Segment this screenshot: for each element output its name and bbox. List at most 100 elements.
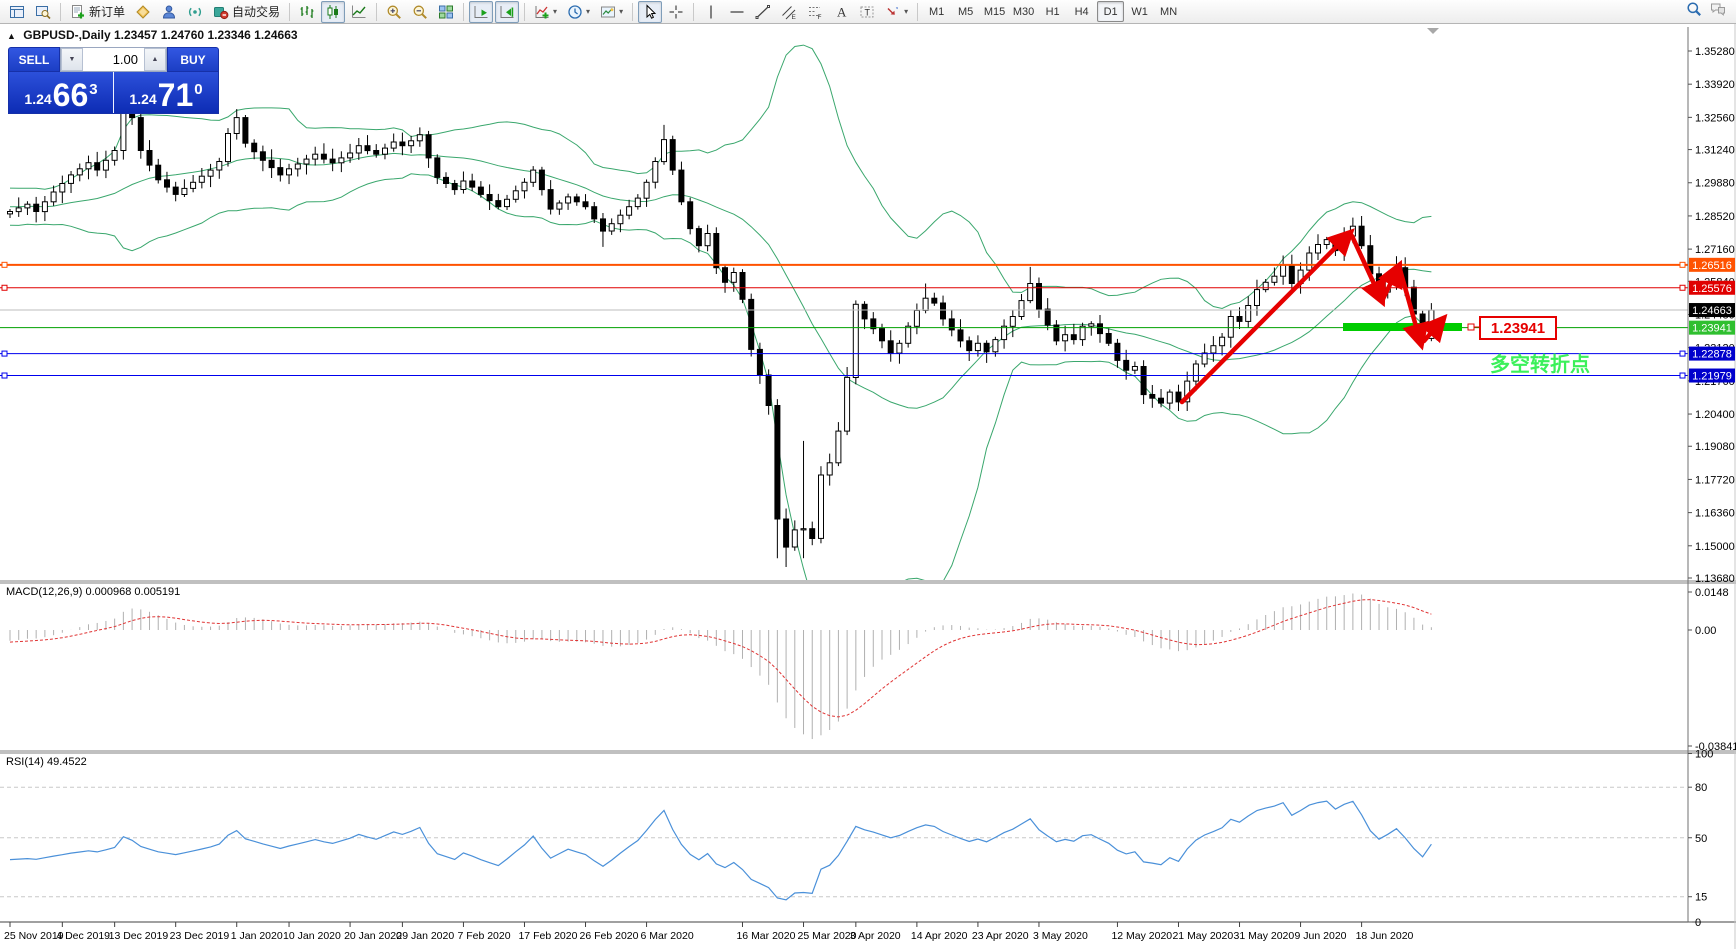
rsi-label: RSI(14) 49.4522 — [6, 756, 87, 768]
svg-text:1.23941: 1.23941 — [1491, 320, 1545, 337]
svg-text:1.16360: 1.16360 — [1695, 508, 1735, 520]
timeframe-m1-button[interactable]: M1 — [928, 5, 945, 18]
new-order-button[interactable]: 新订单 — [66, 1, 129, 23]
label-button[interactable]: T — [855, 1, 879, 23]
vertical-line-button[interactable] — [699, 1, 723, 23]
line-chart-button[interactable] — [347, 1, 371, 23]
svg-text:1.31240: 1.31240 — [1695, 145, 1735, 157]
timeframe-m15-button[interactable]: M15 — [983, 5, 1006, 18]
templates-button[interactable]: ▾ — [596, 1, 627, 23]
macd-label: MACD(12,26,9) 0.000968 0.005191 — [6, 586, 180, 598]
sell-price-display[interactable]: 1.24 66 3 — [9, 72, 114, 113]
trendline-button[interactable] — [751, 1, 775, 23]
svg-text:20 Jan 2020: 20 Jan 2020 — [344, 930, 402, 942]
metaeditor-button[interactable] — [131, 1, 155, 23]
profiles-button[interactable] — [31, 1, 55, 23]
signals-button[interactable] — [157, 1, 181, 23]
svg-text:-0.038415: -0.038415 — [1695, 741, 1736, 753]
volume-input[interactable]: 1.00 — [83, 48, 144, 71]
new-order-icon — [70, 4, 86, 20]
crosshair-icon — [668, 4, 684, 20]
timeframe-h4-button[interactable]: H4 — [1074, 5, 1089, 18]
svg-text:F: F — [818, 14, 822, 20]
toolbar-separator — [463, 2, 465, 21]
tile-windows-icon — [438, 4, 454, 20]
news-icon — [187, 4, 203, 20]
annotations[interactable]: 1.23941 多空转折点 — [1179, 28, 1590, 405]
new-order-button-label: 新订单 — [89, 5, 126, 19]
tile-windows-button[interactable] — [434, 1, 458, 23]
price-tags: 1.26516 1.25576 1.24663 1.23941 1.22878 1.219… — [1689, 257, 1735, 383]
svg-text:1.28520: 1.28520 — [1695, 211, 1735, 223]
timeframe-m30-button[interactable]: M30 — [1012, 5, 1035, 18]
fibonacci-button[interactable]: F — [803, 1, 827, 23]
timeframe-m5-button[interactable]: M5 — [957, 5, 974, 18]
buy-price-sup: 0 — [194, 81, 203, 98]
timeframe-d1-button[interactable]: D1 — [1097, 1, 1125, 22]
svg-text:31 May 2020: 31 May 2020 — [1234, 930, 1295, 942]
toolbar-separator — [376, 2, 378, 21]
svg-text:1.24663: 1.24663 — [1692, 305, 1732, 317]
bar-chart-button[interactable] — [295, 1, 319, 23]
indicators-button[interactable]: ▾ — [530, 1, 561, 23]
channel-button[interactable]: E — [777, 1, 801, 23]
chat-icon[interactable] — [1710, 1, 1726, 22]
volume-increase-button[interactable]: ▲ — [144, 48, 166, 71]
buy-button[interactable]: BUY — [167, 47, 219, 72]
timeframe-mn-button[interactable]: MN — [1160, 5, 1178, 18]
svg-text:21 May 2020: 21 May 2020 — [1172, 930, 1233, 942]
svg-text:1.19080: 1.19080 — [1695, 441, 1735, 453]
symbol-period-label: GBPUSD-,Daily — [23, 28, 111, 42]
metaeditor-icon — [135, 4, 151, 20]
svg-text:1.26516: 1.26516 — [1692, 260, 1732, 272]
periods-button[interactable]: ▾ — [563, 1, 594, 23]
candlestick-chart-button[interactable] — [321, 0, 346, 23]
sell-price-prefix: 1.24 — [24, 91, 52, 107]
charts-window-button[interactable] — [5, 1, 29, 23]
text-button[interactable]: A — [829, 1, 853, 23]
svg-text:0.0148: 0.0148 — [1695, 587, 1729, 599]
svg-text:1.13680: 1.13680 — [1695, 573, 1735, 585]
macd-pane — [9, 593, 1432, 740]
zoom-out-button[interactable] — [408, 1, 432, 23]
svg-text:100: 100 — [1695, 749, 1713, 761]
profiles-icon — [35, 4, 51, 20]
zoom-in-icon — [386, 4, 402, 20]
buy-price-display[interactable]: 1.24 71 0 — [114, 72, 218, 113]
sell-price-big: 66 — [52, 77, 89, 114]
arrows-icon — [885, 4, 901, 20]
svg-text:T: T — [865, 7, 871, 17]
collapse-panel-icon[interactable]: ▲ — [7, 31, 16, 41]
zoom-in-button[interactable] — [382, 1, 406, 23]
svg-text:E: E — [792, 14, 797, 20]
timeframe-w1-button[interactable]: W1 — [1131, 5, 1148, 18]
ohlc-open: 1.23457 — [113, 28, 158, 42]
crosshair-button[interactable] — [664, 1, 688, 23]
svg-text:23 Dec 2019: 23 Dec 2019 — [170, 930, 230, 942]
news-button[interactable] — [183, 1, 207, 23]
timeframe-h1-button[interactable]: H1 — [1045, 5, 1060, 18]
candles-layer — [7, 74, 1435, 567]
svg-text:3 Apr 2020: 3 Apr 2020 — [850, 930, 901, 942]
svg-text:18 Jun 2020: 18 Jun 2020 — [1356, 930, 1414, 942]
svg-text:1.15000: 1.15000 — [1695, 541, 1735, 553]
chart-shift-button[interactable] — [495, 0, 520, 23]
sell-button[interactable]: SELL — [8, 47, 60, 72]
cursor-button[interactable] — [638, 0, 663, 23]
buy-price-prefix: 1.24 — [129, 91, 157, 107]
svg-text:1.33920: 1.33920 — [1695, 79, 1735, 91]
arrows-button[interactable]: ▾ — [881, 1, 912, 23]
svg-text:MACD(12,26,9) 0.000968 0.00519: MACD(12,26,9) 0.000968 0.005191 — [6, 586, 180, 598]
indicators-icon — [534, 4, 550, 20]
autoscroll-button[interactable] — [469, 0, 494, 23]
autotrading-button[interactable]: 自动交易 — [209, 1, 284, 23]
buy-price-big: 71 — [157, 77, 194, 114]
volume-decrease-button[interactable]: ▼ — [61, 48, 83, 71]
search-icon[interactable] — [1686, 1, 1702, 22]
svg-text:6 Mar 2020: 6 Mar 2020 — [641, 930, 694, 942]
toolbar-separator — [693, 2, 695, 21]
horizontal-line-button[interactable] — [725, 1, 749, 23]
